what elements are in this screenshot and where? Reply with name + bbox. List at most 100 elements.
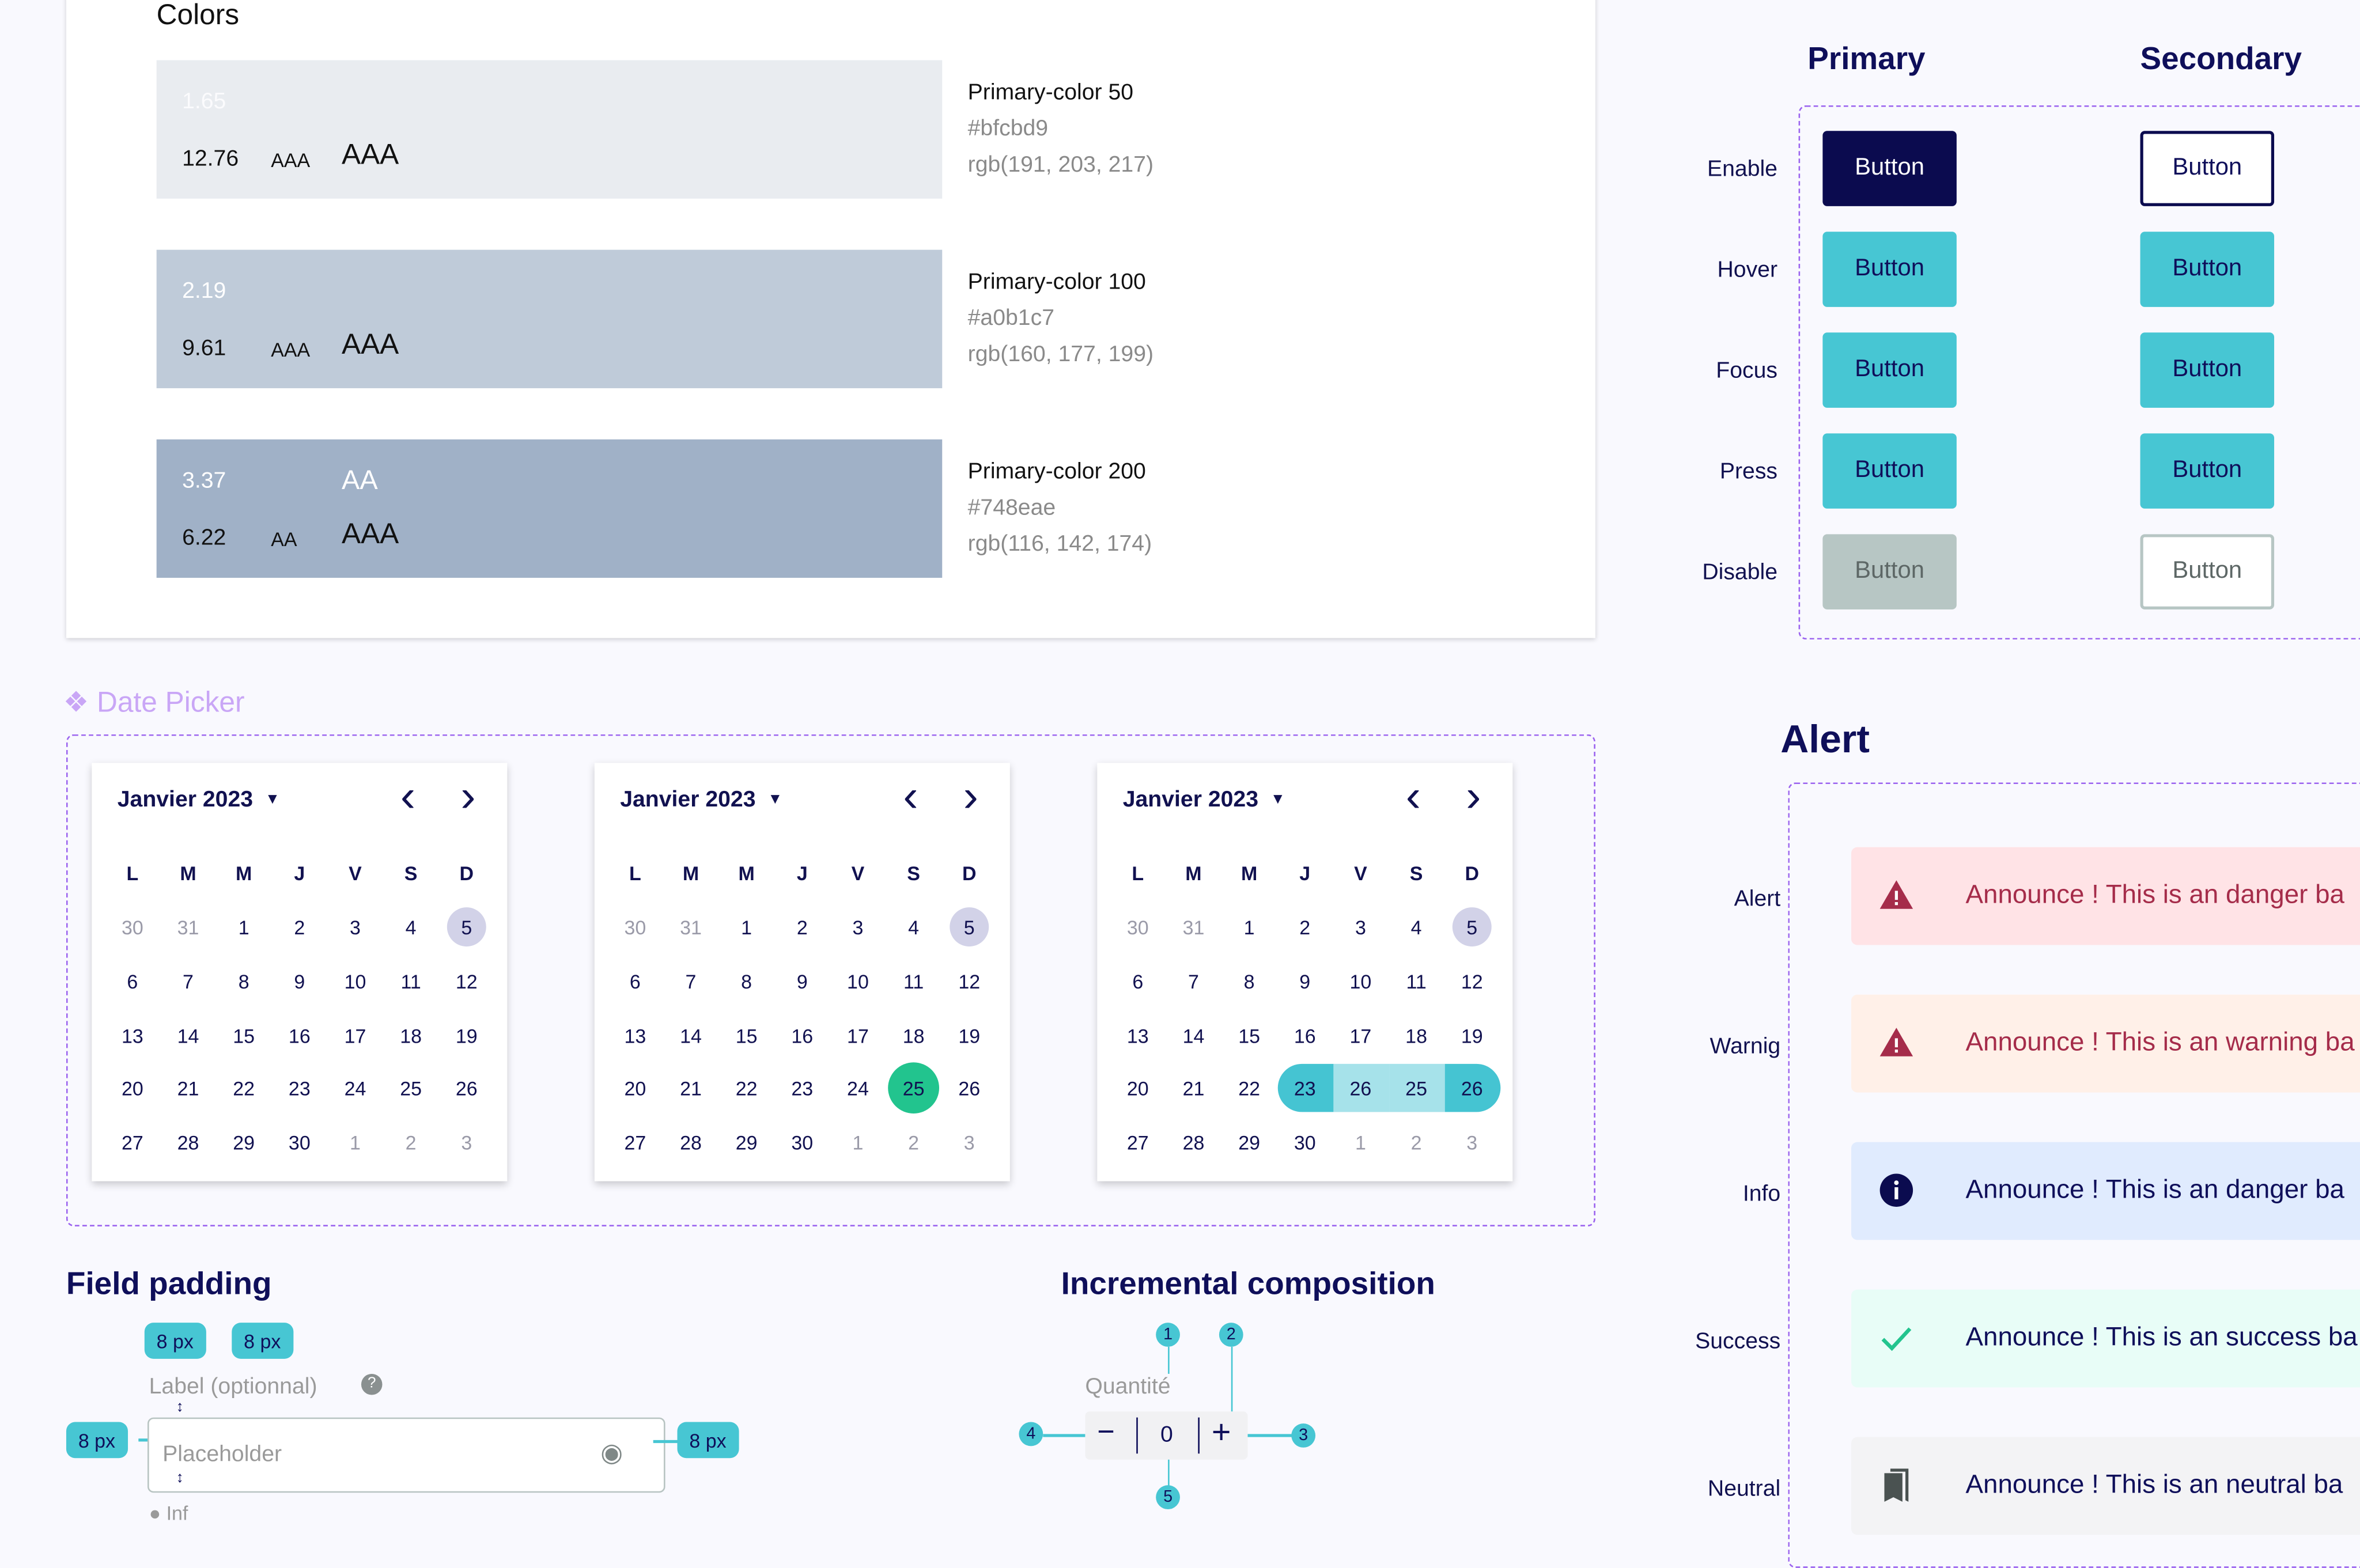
day-cell[interactable]: 22: [1238, 1077, 1261, 1100]
day-cell[interactable]: 19: [455, 1024, 478, 1047]
primary-button-disable[interactable]: Button: [1822, 534, 1957, 609]
day-cell[interactable]: 1: [1243, 915, 1255, 938]
day-cell[interactable]: 10: [847, 969, 869, 993]
day-cell[interactable]: 4: [1410, 915, 1422, 938]
day-cell[interactable]: 29: [1238, 1131, 1261, 1154]
day-cell[interactable]: 27: [624, 1131, 646, 1154]
day-cell[interactable]: 25: [888, 1062, 940, 1114]
day-cell[interactable]: 16: [1294, 1024, 1316, 1047]
day-cell[interactable]: 15: [735, 1024, 758, 1047]
help-icon[interactable]: ?: [361, 1373, 383, 1395]
day-cell[interactable]: 10: [1349, 969, 1372, 993]
day-cell[interactable]: 8: [1243, 969, 1255, 993]
day-cell[interactable]: 2: [796, 915, 808, 938]
caret-down-icon[interactable]: ▼: [767, 791, 783, 808]
eye-icon[interactable]: ◉: [600, 1438, 623, 1467]
day-cell[interactable]: 13: [1126, 1024, 1149, 1047]
day-cell[interactable]: 5: [950, 907, 989, 947]
day-cell[interactable]: 11: [400, 969, 421, 993]
day-cell[interactable]: 5: [447, 907, 486, 947]
chevron-right-icon[interactable]: ›: [460, 772, 476, 822]
day-cell[interactable]: 25: [1388, 1063, 1444, 1112]
day-cell[interactable]: 28: [177, 1131, 199, 1154]
caret-down-icon[interactable]: ▼: [1270, 791, 1285, 808]
month-selector[interactable]: Janvier 2023 ▼: [620, 787, 782, 812]
day-cell[interactable]: 7: [183, 969, 194, 993]
day-cell[interactable]: 3: [350, 915, 361, 938]
secondary-button-disable[interactable]: Button: [2140, 534, 2275, 609]
day-cell[interactable]: 9: [1299, 969, 1311, 993]
day-cell[interactable]: 3: [852, 915, 864, 938]
day-cell[interactable]: 21: [680, 1077, 702, 1100]
day-cell[interactable]: 4: [908, 915, 920, 938]
day-cell[interactable]: 25: [400, 1077, 422, 1100]
day-cell[interactable]: 28: [1182, 1131, 1205, 1154]
day-cell[interactable]: 30: [288, 1131, 311, 1154]
day-cell[interactable]: 26: [455, 1077, 478, 1100]
day-cell[interactable]: 11: [1406, 969, 1427, 993]
day-cell[interactable]: 18: [400, 1024, 422, 1047]
day-cell[interactable]: 21: [1182, 1077, 1205, 1100]
chevron-right-icon[interactable]: ›: [1466, 772, 1481, 822]
day-cell[interactable]: 29: [735, 1131, 758, 1154]
day-cell[interactable]: 11: [903, 969, 924, 993]
password-field[interactable]: Placeholder ◉ ↕: [147, 1417, 665, 1493]
day-cell[interactable]: 23: [791, 1077, 814, 1100]
primary-button-focus[interactable]: Button: [1822, 332, 1957, 408]
day-cell[interactable]: 2: [1299, 915, 1311, 938]
day-cell[interactable]: 4: [405, 915, 417, 938]
day-cell[interactable]: 13: [121, 1024, 143, 1047]
chevron-left-icon[interactable]: ‹: [400, 772, 415, 822]
primary-button-press[interactable]: Button: [1822, 433, 1957, 509]
day-cell[interactable]: 27: [1126, 1131, 1149, 1154]
day-cell[interactable]: 12: [1461, 969, 1483, 993]
day-cell[interactable]: 17: [344, 1024, 366, 1047]
decrement-button[interactable]: −: [1097, 1416, 1115, 1449]
day-cell[interactable]: 16: [791, 1024, 814, 1047]
day-cell[interactable]: 29: [233, 1131, 255, 1154]
day-cell[interactable]: 24: [344, 1077, 366, 1100]
day-cell[interactable]: 18: [902, 1024, 925, 1047]
day-cell[interactable]: 19: [958, 1024, 981, 1047]
day-cell[interactable]: 6: [629, 969, 641, 993]
day-cell[interactable]: 1: [238, 915, 249, 938]
day-cell[interactable]: 21: [177, 1077, 199, 1100]
month-selector[interactable]: Janvier 2023 ▼: [1123, 787, 1285, 812]
day-cell[interactable]: 28: [680, 1131, 702, 1154]
day-cell[interactable]: 7: [685, 969, 697, 993]
secondary-button-press[interactable]: Button: [2140, 433, 2275, 509]
day-cell[interactable]: 8: [741, 969, 752, 993]
day-cell[interactable]: 13: [624, 1024, 646, 1047]
day-cell[interactable]: 15: [1238, 1024, 1261, 1047]
day-cell[interactable]: 1: [741, 915, 752, 938]
day-cell[interactable]: 15: [233, 1024, 255, 1047]
day-cell[interactable]: 12: [455, 969, 478, 993]
day-cell[interactable]: 14: [1182, 1024, 1205, 1047]
day-cell[interactable]: 5: [1452, 907, 1492, 947]
day-cell[interactable]: 6: [1132, 969, 1144, 993]
day-cell[interactable]: 7: [1188, 969, 1199, 993]
day-cell[interactable]: 16: [288, 1024, 311, 1047]
chevron-right-icon[interactable]: ›: [963, 772, 978, 822]
chevron-left-icon[interactable]: ‹: [903, 772, 918, 822]
day-cell[interactable]: 23: [1277, 1063, 1333, 1112]
day-cell[interactable]: 17: [1349, 1024, 1372, 1047]
day-cell[interactable]: 6: [127, 969, 138, 993]
day-cell[interactable]: 9: [294, 969, 305, 993]
primary-button-hover[interactable]: Button: [1822, 232, 1957, 307]
day-cell[interactable]: 3: [1355, 915, 1366, 938]
primary-button-enable[interactable]: Button: [1822, 131, 1957, 206]
day-cell[interactable]: 9: [796, 969, 808, 993]
day-cell[interactable]: 22: [735, 1077, 758, 1100]
day-cell[interactable]: 26: [1333, 1063, 1389, 1112]
day-cell[interactable]: 20: [1126, 1077, 1149, 1100]
increment-button[interactable]: +: [1211, 1412, 1231, 1451]
day-cell[interactable]: 26: [1444, 1063, 1500, 1112]
caret-down-icon[interactable]: ▼: [264, 791, 280, 808]
quantity-input[interactable]: 0: [1160, 1422, 1173, 1448]
day-cell[interactable]: 17: [847, 1024, 869, 1047]
secondary-button-focus[interactable]: Button: [2140, 332, 2275, 408]
day-cell[interactable]: 14: [177, 1024, 199, 1047]
day-cell[interactable]: 30: [791, 1131, 814, 1154]
day-cell[interactable]: 22: [233, 1077, 255, 1100]
